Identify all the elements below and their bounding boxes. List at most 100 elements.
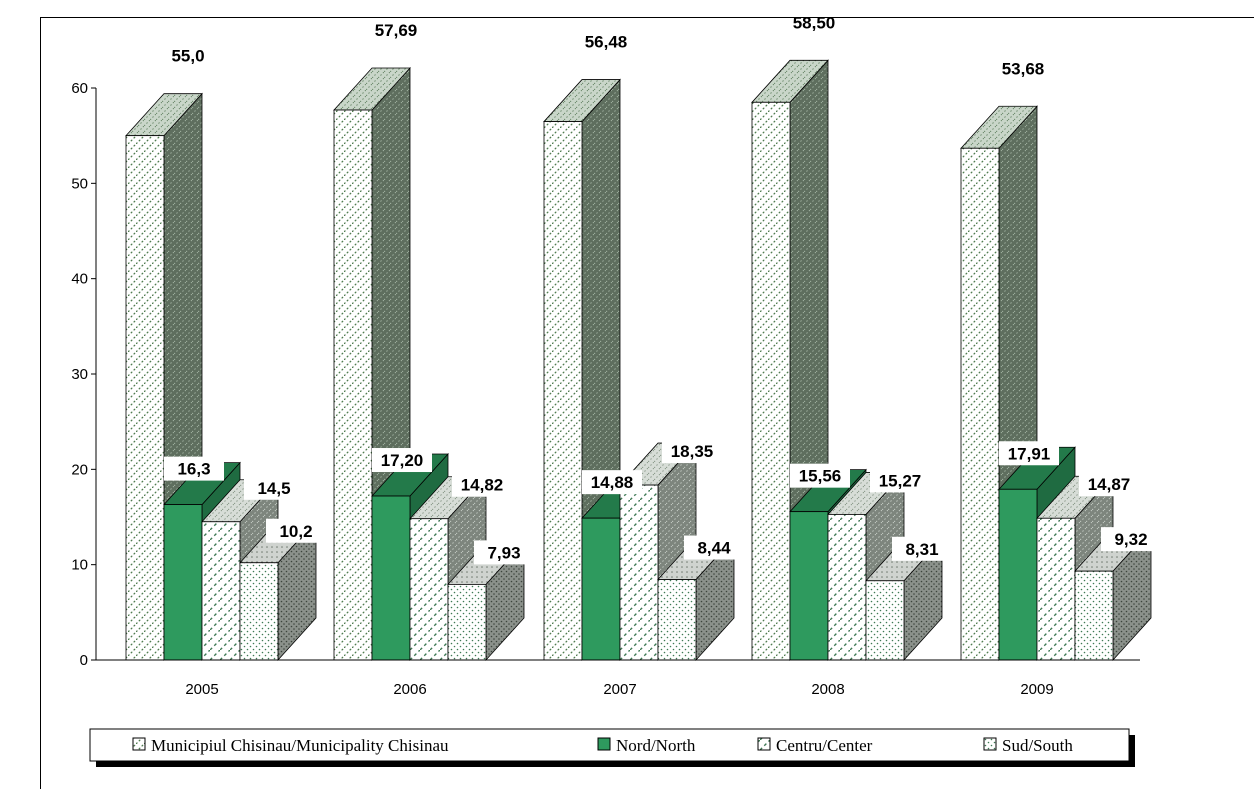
legend-item-sud: Sud/South [983,736,1073,755]
bar-front-centru-2009 [1036,517,1076,661]
data-label-nord-2008: 15,56 [790,463,850,488]
data-label-bg [452,472,512,497]
legend-item-nord: Nord/North [597,736,696,755]
data-label-nord-2009: 17,91 [999,441,1059,466]
y-tick-label: 20 [71,461,88,478]
data-label-nord-2005: 16,3 [164,456,224,481]
legend-label-chisinau: Municipiul Chisinau/Municipality Chisina… [151,736,449,755]
data-label-bg [372,448,432,473]
bar-front-chisinau-2007 [543,121,583,661]
chart-frame [40,17,1254,789]
data-label-bg [164,456,224,481]
data-labels: 55,0 16,3 14,5 10,2 57,69 17,20 14,82 7,93 56,48… [164,13,1161,565]
data-label-bg [790,463,850,488]
data-label-text: 10,2 [279,522,312,541]
data-label-chisinau-2006: 57,69 [375,21,418,40]
legend-item-chisinau: Municipiul Chisinau/Municipality Chisina… [132,736,449,755]
data-label-text: 57,69 [375,21,418,40]
data-label-text: 15,27 [879,471,922,490]
bar-front-nord-2006 [371,495,411,661]
data-label-bg [1079,472,1139,497]
y-tick-label: 30 [71,366,88,383]
data-label-text: 7,93 [487,543,520,562]
data-label-bg [662,439,722,464]
data-label-bg [892,536,952,561]
y-tick-label: 0 [80,652,88,669]
data-label-text: 16,3 [177,460,210,479]
data-label-bg [1101,527,1161,552]
legend-swatch-centru [757,737,771,751]
data-label-text: 8,44 [697,539,731,558]
y-axis: 0 10 20 30 40 50 60 [71,80,97,669]
bar-front-sud-2005 [239,562,279,661]
data-label-bg [870,468,930,493]
bar-front-sud-2006 [447,584,487,661]
legend-label-centru: Centru/Center [776,736,873,755]
data-label-text: 9,32 [1114,530,1147,549]
data-label-chisinau-2008: 58,50 [793,13,836,32]
x-tick-label-2008: 2008 [811,681,844,698]
bar-front-centru-2006 [409,518,449,661]
data-label-sud-2009: 9,32 [1101,527,1161,552]
legend: Municipiul Chisinau/Municipality Chisina… [89,728,1135,767]
legend-label-sud: Sud/South [1002,736,1073,755]
bar-front-centru-2007 [619,484,659,661]
bar-front-nord-2008 [789,511,829,661]
data-label-text: 17,91 [1008,444,1051,463]
data-label-text: 56,48 [585,33,628,52]
data-label-text: 15,56 [799,467,842,486]
legend-swatch-chisinau [132,737,146,751]
data-label-centru-2009: 14,87 [1079,472,1139,497]
data-label-sud-2007: 8,44 [684,535,744,560]
data-label-sud-2006: 7,93 [474,540,534,565]
data-label-nord-2007: 14,88 [582,470,642,495]
data-label-text: 53,68 [1002,59,1045,78]
data-label-bg [266,518,326,543]
legend-label-nord: Nord/North [616,736,696,755]
data-label-sud-2008: 8,31 [892,536,952,561]
legend-item-centru: Centru/Center [757,736,873,755]
data-label-text: 55,0 [171,47,204,66]
bar-front-centru-2005 [201,521,241,661]
y-tick-label: 50 [71,175,88,192]
data-label-text: 8,31 [905,540,938,559]
legend-swatch-nord [597,737,611,751]
data-label-chisinau-2009: 53,68 [1002,59,1045,78]
data-label-centru-2007: 18,35 [662,439,722,464]
data-label-chisinau-2007: 56,48 [585,33,628,52]
data-label-bg [474,540,534,565]
data-label-text: 17,20 [381,451,424,470]
data-label-centru-2005: 14,5 [244,475,304,500]
data-label-bg [999,441,1059,466]
data-label-chisinau-2005: 55,0 [171,47,204,66]
bar-front-sud-2008 [865,580,905,661]
bar-front-sud-2009 [1074,570,1114,661]
bar-series-group [125,59,1152,662]
x-tick-label-2009: 2009 [1020,681,1053,698]
bar-front-nord-2005 [163,504,203,661]
bar-front-chisinau-2006 [333,109,373,661]
bar-group-2008 [751,59,943,662]
bar-front-nord-2007 [581,517,621,661]
x-axis: 2005 2006 2007 2008 2009 [96,659,1140,698]
data-label-sud-2005: 10,2 [266,518,326,543]
bar-group-2007 [543,78,735,662]
data-label-text: 14,82 [461,476,504,495]
data-label-centru-2006: 14,82 [452,472,512,497]
data-label-text: 14,5 [257,479,290,498]
x-tick-label-2007: 2007 [603,681,636,698]
bar-group-2005 [125,92,317,662]
data-label-text: 14,88 [591,473,634,492]
data-label-text: 58,50 [793,13,836,32]
y-tick-label: 60 [71,80,88,97]
y-tick-label: 10 [71,557,88,574]
y-tick-label: 40 [71,271,88,288]
bar-group-2009 [960,105,1152,662]
bar-front-centru-2008 [827,514,867,661]
data-label-text: 14,87 [1088,475,1131,494]
data-label-nord-2006: 17,20 [372,448,432,473]
bar-front-chisinau-2009 [960,147,1000,661]
x-tick-label-2005: 2005 [185,681,218,698]
legend-swatch-sud [983,737,997,751]
